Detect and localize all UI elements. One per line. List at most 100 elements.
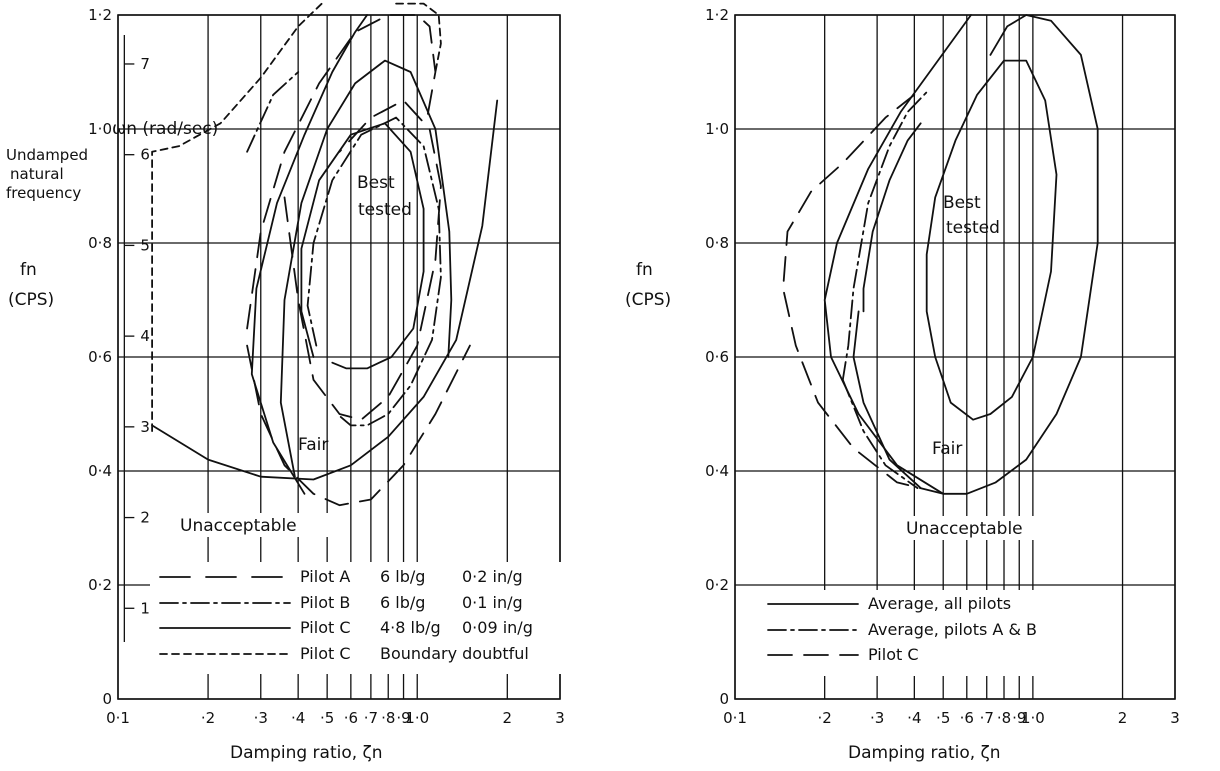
left-chart-panel: 0·1·2·3·4·5·6·7·8·91·0 2 3 00·20·40·60·81·… — [6, 2, 582, 763]
legend-pilot-c-force: 4·8 lb/g — [380, 618, 441, 637]
x-tick-label: ·2 — [818, 709, 832, 727]
omega-tick-label: 2 — [140, 509, 150, 527]
x-tick-label: 0·1 — [723, 709, 747, 727]
x-tick-label: 3 — [1170, 709, 1180, 727]
omega-tick-label: 3 — [140, 418, 150, 436]
right-xlabel: Damping ratio, ζn — [848, 743, 1001, 763]
left-omega-label: ωn (rad/sec) — [112, 119, 218, 139]
y-tick-label: 0·8 — [88, 234, 112, 252]
y-tick-label: 0 — [719, 690, 729, 708]
series-curve-long-dash — [283, 99, 442, 421]
series-curve-solid — [279, 59, 453, 478]
y-tick-label: 1·0 — [88, 120, 112, 138]
left-xlabel: Damping ratio, ζn — [230, 743, 383, 763]
x-tick-label: ·8 — [381, 709, 395, 727]
x-tick-label: ·3 — [870, 709, 884, 727]
legend-boundary-doubtful: Boundary doubtful — [380, 644, 529, 663]
y-tick-label: 1·0 — [705, 120, 729, 138]
right-region-tested: tested — [946, 218, 1000, 238]
x-tick-label: 3 — [555, 709, 565, 727]
x-tick-label: ·2 — [201, 709, 215, 727]
legend-pilot-b-disp: 0·1 in/g — [462, 593, 523, 612]
legend-average-all: Average, all pilots — [868, 594, 1011, 613]
x-tick-label: ·5 — [936, 709, 950, 727]
legend-pilot-c-right: Pilot C — [868, 645, 919, 664]
series-curve-short-dash — [395, 2, 442, 73]
omega-tick-label: 5 — [140, 236, 150, 254]
legend-pilot-c-2: Pilot C — [300, 644, 351, 663]
legend-pilot-b: Pilot B — [300, 593, 350, 612]
y-tick-label: 0·4 — [88, 462, 112, 480]
right-region-best: Best — [943, 193, 981, 213]
omega-tick-label: 1 — [140, 599, 150, 617]
y-tick-label: 1·2 — [705, 6, 729, 24]
x-tick-label: ·4 — [291, 709, 305, 727]
y-tick-label: 0·2 — [705, 576, 729, 594]
series-curve-dash-dot — [246, 71, 300, 153]
left-ylabel-side-1: Undamped — [6, 146, 88, 164]
x-tick-label: ·9 — [1012, 709, 1026, 727]
left-ylabel-side-3: frequency — [6, 184, 81, 202]
x-tick-label: ·4 — [907, 709, 921, 727]
y-tick-label: 0·6 — [88, 348, 112, 366]
right-legend: Average, all pilots Average, pilots A & … — [758, 590, 1102, 676]
left-legend-bg — [150, 562, 582, 674]
right-x-ticks: 0·1 ·2 ·3 ·4 ·5 ·6 ·7·8·91·0 2 3 — [723, 709, 1180, 727]
right-y-ticks: 0 0·2 0·4 0·6 0·8 1·0 1·2 — [705, 6, 729, 708]
y-tick-label: 0 — [102, 690, 112, 708]
left-plot-frame — [117, 14, 561, 700]
right-ylabel-fn: fn — [636, 260, 653, 280]
left-ylabel-side-2: natural — [10, 165, 64, 183]
left-series — [151, 2, 499, 507]
series-curve-dash-dot — [306, 116, 442, 427]
x-tick-label: ·6 — [344, 709, 358, 727]
x-tick-label: ·7 — [364, 709, 378, 727]
left-omega-ticks: 1 2 3 4 5 6 7 — [123, 35, 150, 642]
x-tick-label: 1·0 — [405, 709, 429, 727]
left-legend: Pilot A 6 lb/g 0·2 in/g Pilot B 6 lb/g 0… — [150, 562, 582, 674]
series-curve-long-dash — [246, 14, 437, 330]
omega-tick-label: 6 — [140, 146, 150, 164]
x-tick-label: 0·1 — [106, 709, 130, 727]
left-x-ticks: 0·1 ·2 ·3 ·4 ·5 ·6 ·7·8·91·0 2 3 — [106, 709, 565, 727]
omega-tick-label: 7 — [140, 55, 150, 73]
series-curve-solid — [925, 59, 1058, 421]
legend-pilot-a-disp: 0·2 in/g — [462, 567, 523, 586]
legend-pilot-a-force: 6 lb/g — [380, 567, 425, 586]
series-curve-short-dash — [151, 2, 323, 432]
right-plot-frame — [734, 14, 1176, 700]
legend-pilot-a: Pilot A — [300, 567, 350, 586]
x-tick-label: ·3 — [254, 709, 268, 727]
left-unacceptable-bg — [175, 513, 335, 537]
series-curve-dash-dot — [841, 378, 919, 489]
legend-pilot-c: Pilot C — [300, 618, 351, 637]
right-ylabel-unit: (CPS) — [625, 290, 671, 310]
legend-average-ab: Average, pilots A & B — [868, 620, 1037, 639]
y-tick-label: 0·2 — [88, 576, 112, 594]
x-tick-label: ·9 — [396, 709, 410, 727]
series-curve-solid — [862, 122, 922, 313]
left-region-unacceptable: Unacceptable — [180, 516, 297, 536]
left-ylabel-fn: fn — [20, 260, 37, 280]
series-curve-long-dash — [782, 93, 945, 495]
x-tick-label: ·8 — [997, 709, 1011, 727]
x-tick-label: ·7 — [980, 709, 994, 727]
series-curve-solid — [823, 14, 972, 495]
right-region-fair: Fair — [932, 439, 962, 459]
left-region-fair: Fair — [298, 435, 328, 455]
series-curve-long-dash — [246, 344, 471, 507]
x-tick-label: ·6 — [960, 709, 974, 727]
series-curve-dash-dot — [841, 88, 931, 381]
left-y-ticks: 0 0·2 0·4 0·6 0·8 1·0 1·2 — [88, 6, 112, 708]
series-curve-solid — [852, 310, 922, 489]
left-ylabel-unit: (CPS) — [8, 290, 54, 310]
y-tick-label: 0·6 — [705, 348, 729, 366]
omega-tick-label: 4 — [140, 327, 150, 345]
right-series — [782, 14, 1099, 495]
y-tick-label: 0·8 — [705, 234, 729, 252]
series-curve-solid — [300, 122, 425, 370]
x-tick-label: ·5 — [320, 709, 334, 727]
left-region-tested: tested — [358, 200, 412, 220]
